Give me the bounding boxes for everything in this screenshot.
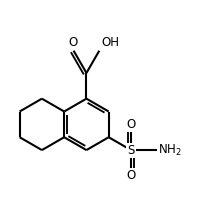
Text: O: O: [126, 119, 136, 131]
Text: O: O: [126, 169, 136, 182]
Text: NH$_2$: NH$_2$: [158, 142, 182, 158]
Text: O: O: [68, 36, 78, 49]
Text: OH: OH: [101, 36, 119, 49]
Text: S: S: [127, 144, 135, 157]
